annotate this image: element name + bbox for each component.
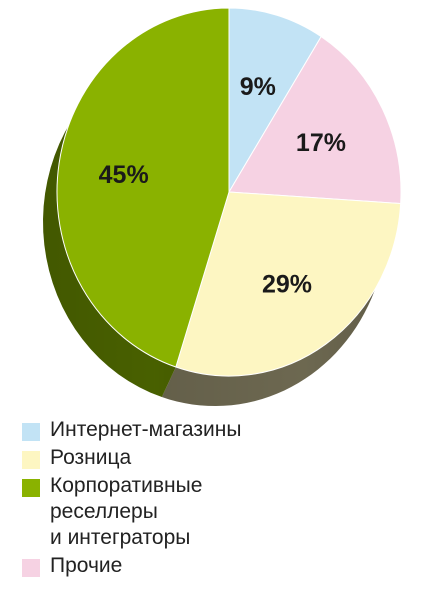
legend-swatch — [22, 423, 40, 441]
slice-label: 9% — [240, 73, 276, 101]
legend-swatch — [22, 559, 40, 577]
slice-label: 29% — [262, 270, 312, 298]
legend-label: Розница — [50, 446, 132, 469]
legend-label: Интернет-магазины — [50, 418, 242, 441]
slice-label: 45% — [99, 161, 149, 189]
pie-top — [56, 7, 402, 377]
legend-label: Корпоративные реселлеры и интеграторы — [50, 474, 203, 549]
pie-slice — [228, 35, 402, 205]
legend: Интернет-магазины Розница Корпоративные … — [22, 417, 432, 581]
pie-slice — [175, 191, 402, 377]
legend-entry: Интернет-магазины — [22, 417, 432, 443]
legend-entry: Розница — [22, 445, 432, 471]
slice-label: 17% — [296, 129, 346, 157]
legend-label: Прочие — [50, 554, 123, 577]
legend-entry: Прочие — [22, 553, 432, 579]
legend-swatch — [22, 479, 40, 497]
pie-slice — [56, 7, 230, 368]
legend-swatch — [22, 451, 40, 469]
legend-entry: Корпоративные реселлеры и интеграторы — [22, 473, 432, 551]
pie-chart: 9% 17% 29% 45% — [43, 7, 402, 407]
pie-side-shade — [161, 203, 401, 407]
pie-slice — [228, 7, 322, 194]
pie-labels: 9% 17% 29% 45% — [99, 73, 346, 298]
